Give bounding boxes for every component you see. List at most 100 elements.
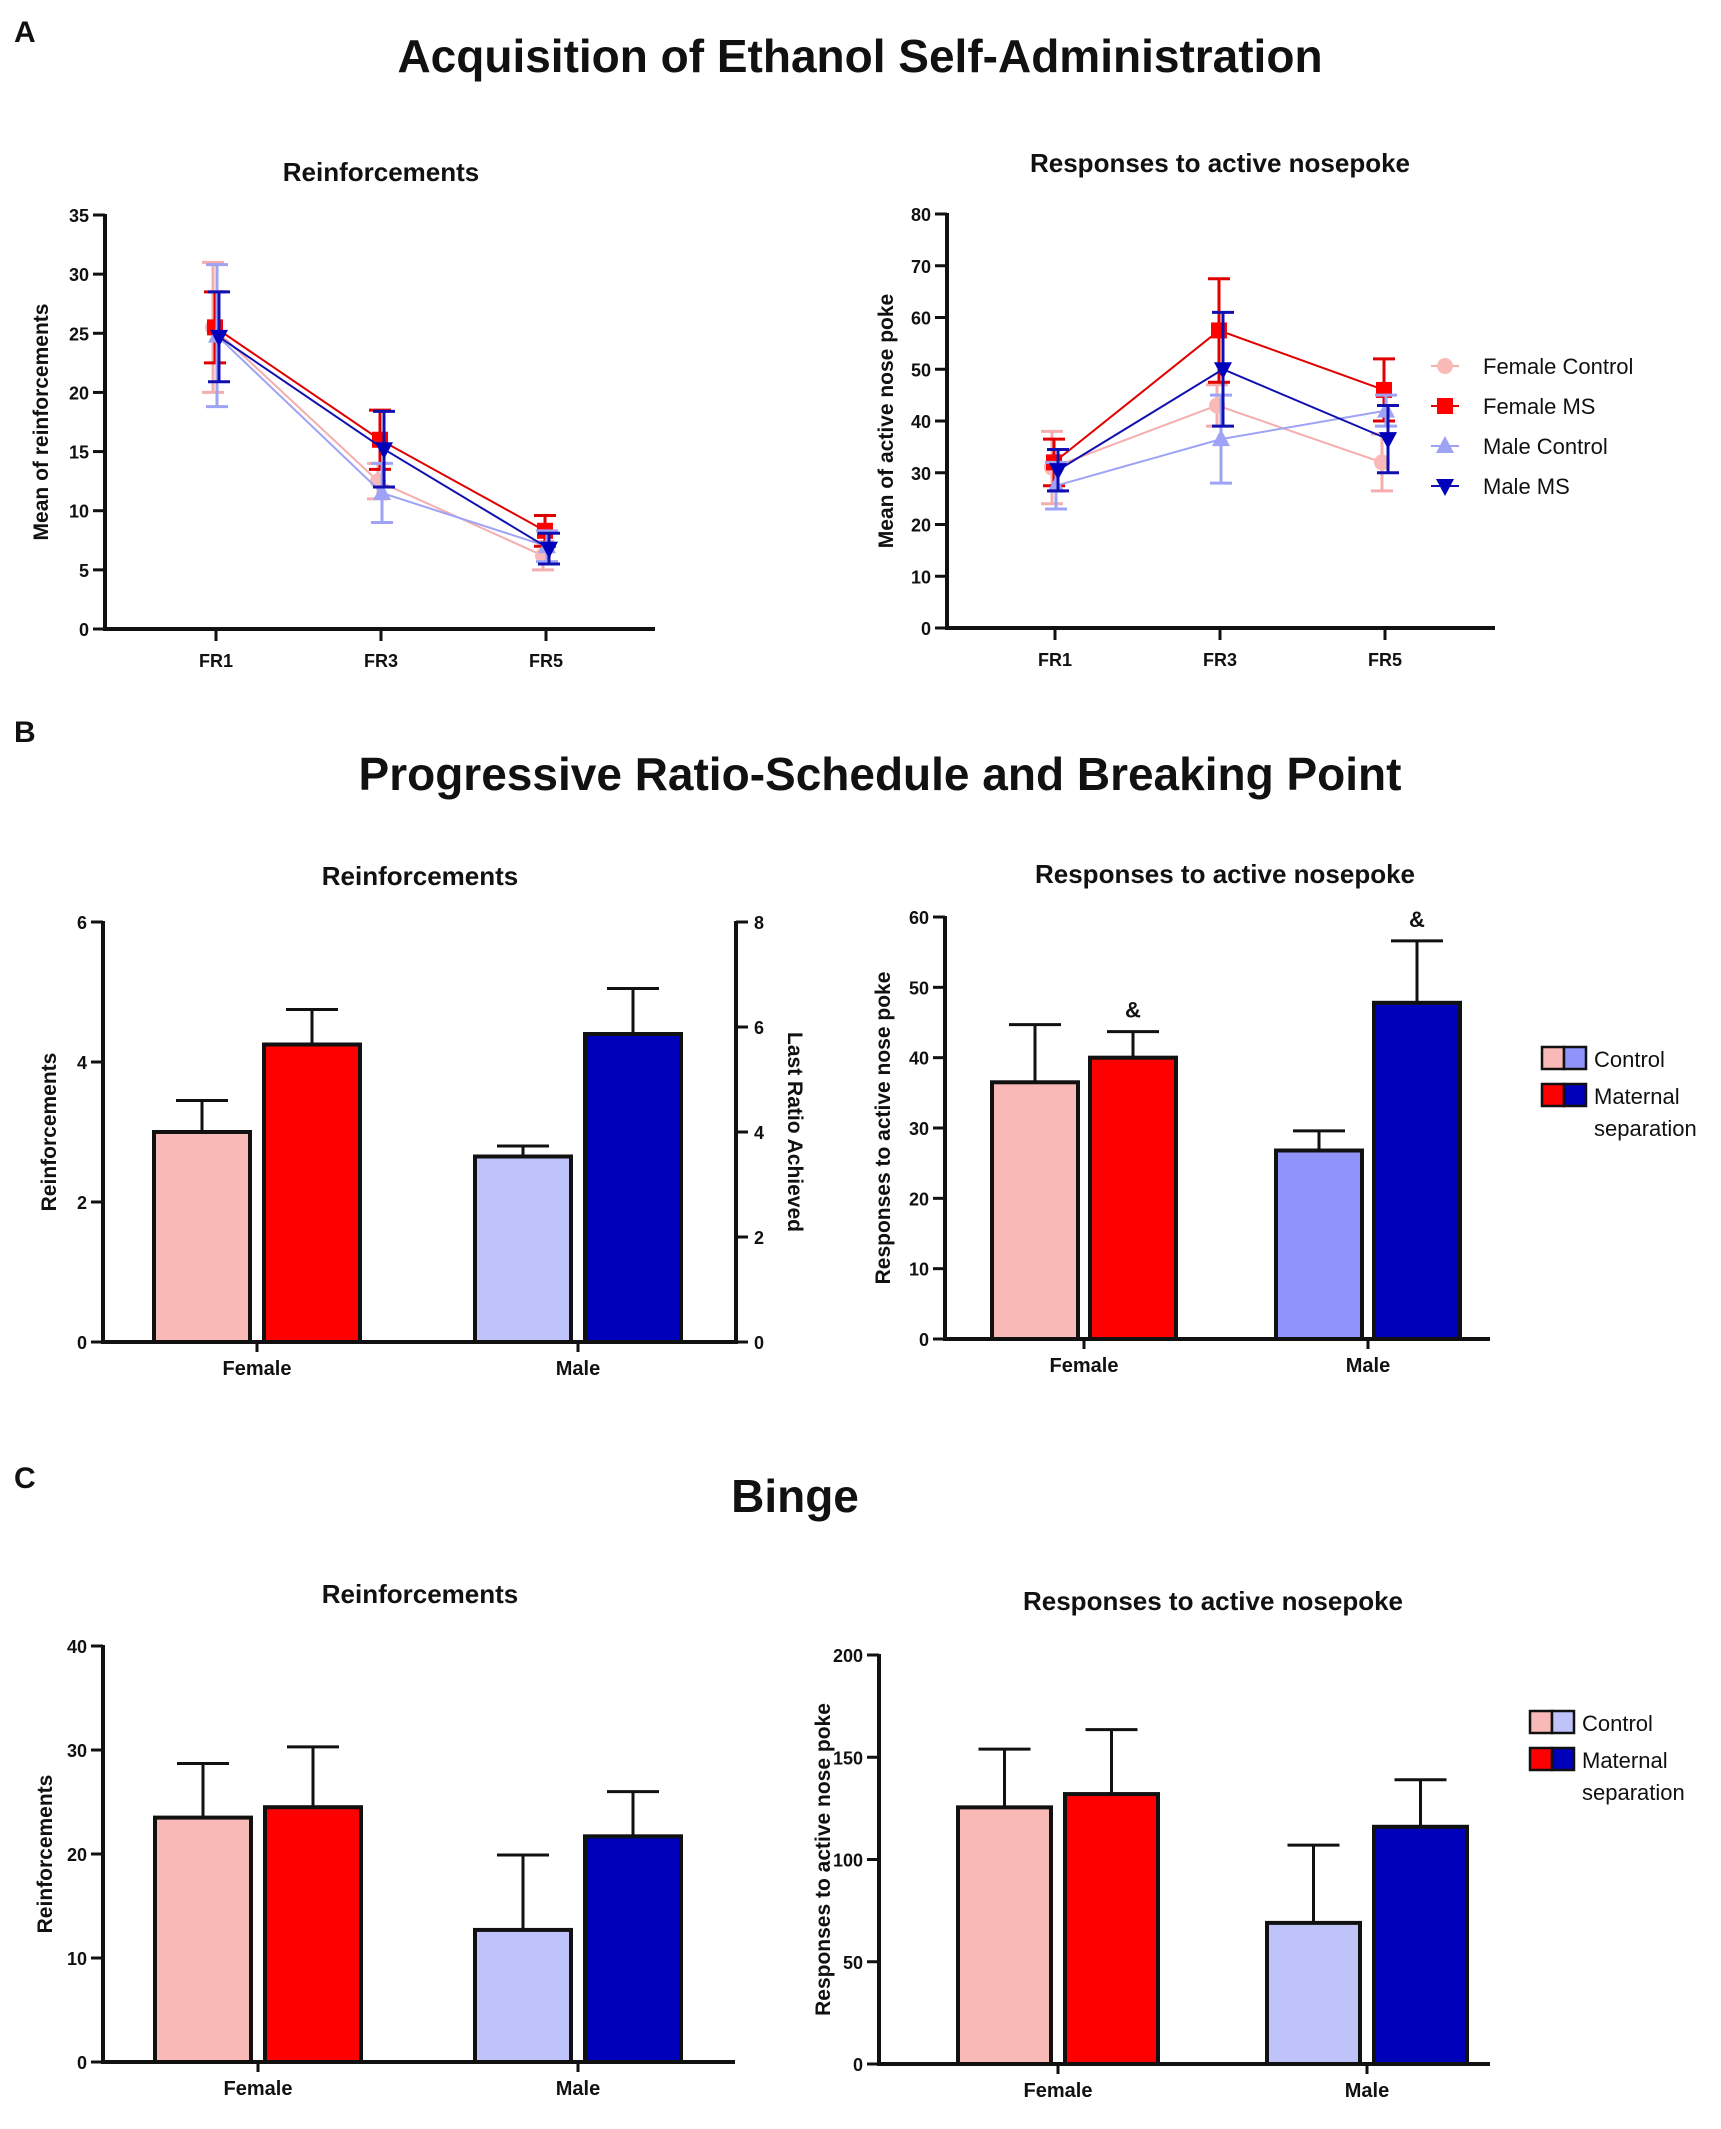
y-axis-label: Mean of active nose poke <box>875 294 898 548</box>
chart-title: Responses to active nosepoke <box>1030 148 1410 178</box>
y-tick-label: 20 <box>69 383 89 403</box>
x-category-label: Male <box>1345 2080 1389 2102</box>
y-tick-label: 70 <box>911 257 931 277</box>
y-axis-label: Reinforcements <box>34 1775 57 1934</box>
y-axis-label: Responses to active nose poke <box>812 1703 835 2016</box>
chart-b-responses-active-nosepoke: Responses to active nosepoke 0 10 20 30 40 50 6… <box>872 859 1697 1377</box>
y-tick-label: 6 <box>754 1018 764 1038</box>
bar <box>1372 1000 1462 1341</box>
y-axis-label: Reinforcements <box>38 1053 61 1212</box>
y2-axis-label: Last Ratio Achieved <box>783 1032 806 1232</box>
bar <box>583 1834 683 2064</box>
x-category-label: Male <box>556 2078 600 2100</box>
x-category-label: Male <box>556 1358 600 1380</box>
section-title-c: Binge <box>731 1470 859 1522</box>
legend-label: Male Control <box>1483 434 1608 459</box>
x-category-label: Female <box>1050 1355 1119 1377</box>
y-tick-label: 10 <box>909 1260 929 1280</box>
legend-marker <box>1436 436 1454 453</box>
y-axis-label: Responses to active nose poke <box>872 972 895 1285</box>
y-tick-label: 15 <box>69 443 89 463</box>
bar <box>990 1080 1080 1341</box>
y-tick-label: 10 <box>67 1949 87 1969</box>
y-tick-label: 2 <box>754 1228 764 1248</box>
section-letter-b: B <box>14 716 36 749</box>
data-point <box>375 442 393 460</box>
y-tick-label: 10 <box>911 567 931 587</box>
bar <box>1063 1792 1160 2067</box>
y-tick-label: 50 <box>909 978 929 998</box>
bar <box>1265 1920 1362 2067</box>
significance-marker: & <box>1409 907 1425 932</box>
legend-label: Control <box>1582 1711 1653 1736</box>
data-point <box>1379 432 1397 450</box>
data-point <box>1374 454 1390 471</box>
y-tick-label: 0 <box>77 2053 87 2073</box>
x-category-label: Female <box>224 2078 293 2100</box>
legend-label: Maternal <box>1582 1748 1668 1773</box>
significance-marker: & <box>1125 998 1141 1023</box>
y-tick-label: 20 <box>911 516 931 536</box>
y-tick-label: 8 <box>754 913 764 933</box>
y-tick-label: 0 <box>853 2055 863 2075</box>
y-tick-label: 60 <box>909 908 929 928</box>
chart-c-responses-active-nosepoke: Responses to active nosepoke 0 50 100 150 200… <box>812 1586 1685 2102</box>
legend-label: separation <box>1594 1116 1697 1141</box>
bar <box>263 1805 363 2064</box>
y-tick-label: 35 <box>69 206 89 226</box>
bar <box>1274 1148 1364 1342</box>
legend-label: Male MS <box>1483 474 1570 499</box>
legend-marker <box>1436 479 1454 496</box>
legend-swatch <box>1550 1746 1576 1772</box>
y-tick-label: 40 <box>67 1637 87 1657</box>
x-tick-label: FR3 <box>364 651 398 671</box>
x-tick-label: FR1 <box>1038 650 1072 670</box>
chart-title: Responses to active nosepoke <box>1023 1586 1403 1616</box>
y-tick-label: 30 <box>911 464 931 484</box>
legend-swatch <box>1528 1746 1554 1772</box>
x-tick-label: FR5 <box>1368 650 1402 670</box>
x-tick-label: FR5 <box>529 651 563 671</box>
data-point <box>373 482 391 500</box>
section-title-b: Progressive Ratio-Schedule and Breaking … <box>359 748 1402 800</box>
chart-title: Responses to active nosepoke <box>1035 859 1415 889</box>
legend-swatch <box>1540 1082 1566 1108</box>
data-point <box>210 329 228 347</box>
data-point <box>1212 429 1230 447</box>
section-letter-c: C <box>14 1462 36 1495</box>
y-tick-label: 6 <box>77 913 87 933</box>
chart-b-reinforcements: Reinforcements 0 2 4 6 Reinforcements 0 2 4 6 8 Las… <box>38 861 806 1380</box>
y-tick-label: 30 <box>909 1119 929 1139</box>
bar <box>152 1130 252 1344</box>
x-category-label: Female <box>223 1358 292 1380</box>
y-tick-label: 20 <box>67 1845 87 1865</box>
y-tick-label: 0 <box>79 620 89 640</box>
y-tick-label: 0 <box>919 1330 929 1350</box>
y-tick-label: 40 <box>911 412 931 432</box>
bar <box>1372 1824 1469 2067</box>
y-tick-label: 100 <box>833 1851 863 1871</box>
y-tick-label: 25 <box>69 324 89 344</box>
bar <box>262 1042 362 1344</box>
data-point <box>540 541 558 559</box>
legend-swatch <box>1562 1045 1588 1071</box>
y-tick-label: 2 <box>77 1193 87 1213</box>
bar <box>956 1805 1053 2067</box>
y-tick-label: 150 <box>833 1748 863 1768</box>
data-point <box>1049 463 1067 481</box>
legend-label: separation <box>1582 1780 1685 1805</box>
y-tick-label: 20 <box>909 1189 929 1209</box>
data-point <box>1377 400 1395 418</box>
y-tick-label: 40 <box>909 1049 929 1069</box>
chart-a-reinforcements: Reinforcements 0 5 10 15 20 25 30 35 Mean of rein… <box>30 157 655 671</box>
bar <box>153 1815 253 2064</box>
y-tick-label: 50 <box>911 360 931 380</box>
chart-title: Reinforcements <box>283 157 480 187</box>
y-tick-label: 200 <box>833 1646 863 1666</box>
legend-label: Maternal <box>1594 1084 1680 1109</box>
chart-title: Reinforcements <box>322 861 519 891</box>
section-letter-a: A <box>14 16 36 49</box>
y-tick-label: 4 <box>754 1123 764 1143</box>
legend-marker <box>1437 358 1453 374</box>
